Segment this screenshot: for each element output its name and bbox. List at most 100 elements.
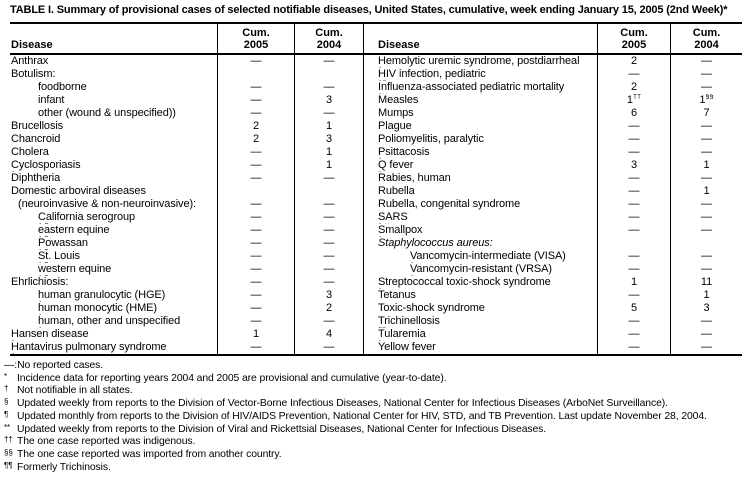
disease-label: California serogroup — [38, 211, 136, 223]
value-cell: 1 — [597, 276, 670, 289]
disease-cell: California serogroup† § — [10, 211, 217, 224]
table-row: Cyclosporiasis†—1Q fever†31 — [10, 159, 742, 172]
table-row: Powassan† §——Staphylococcus aureus: — [10, 237, 742, 250]
value-cell: 1†† — [597, 94, 670, 107]
value-cell: — — [217, 250, 294, 263]
header-disease-right: Disease — [363, 24, 597, 53]
value-cell: — — [294, 250, 363, 263]
disease-label: Domestic arboviral diseases — [11, 185, 146, 197]
header-year-2005: 2005 — [621, 38, 647, 51]
value-cell: — — [670, 263, 742, 276]
footnote-text: Updated monthly from reports to the Divi… — [17, 410, 707, 422]
disease-cell: Trichinellosis¶¶ — [363, 315, 597, 328]
table-row: Brucellosis 2 1 Plague — — — [10, 120, 742, 133]
value-cell: — — [217, 55, 294, 68]
value-cell: — — [597, 211, 670, 224]
disease-cell: Hantavirus pulmonary syndrome† — [10, 341, 217, 354]
disease-label: Chancroid — [11, 133, 61, 145]
value-cell: — — [597, 315, 670, 328]
disease-label: human granulocytic (HGE) — [38, 289, 166, 301]
disease-label: St. Louis — [38, 250, 80, 262]
value-cell — [217, 68, 294, 81]
value-cell: — — [597, 133, 670, 146]
table-row: Chancroid 2 3 Poliomyelitis, paralytic — — — [10, 133, 742, 146]
footnote-reference: † § — [38, 260, 48, 263]
footnote-text: Updated weekly from reports to the Divis… — [17, 423, 547, 435]
footnote-line: § Updated weekly from reports to the Divi… — [4, 397, 742, 411]
footnote-line: ** Updated weekly from reports to the Div… — [4, 422, 742, 437]
value-cell: — — [217, 237, 294, 250]
value-cell: 1 — [670, 159, 742, 172]
footnote-marker: —: — [4, 360, 18, 371]
value-cell: — — [294, 263, 363, 276]
value-cell: 1 — [294, 120, 363, 133]
footnote-reference: † — [38, 312, 42, 315]
disease-label: Ehrlichiosis: — [11, 276, 69, 288]
disease-cell: human monocytic (HME)† — [10, 302, 217, 315]
value-cell: — — [670, 198, 742, 211]
footnote-marker: ** — [4, 422, 11, 432]
footnote-marker: § — [4, 397, 9, 407]
value-cell: — — [597, 224, 670, 237]
disease-cell: Ehrlichiosis: — [10, 276, 217, 289]
disease-label: infant — [38, 94, 65, 106]
value-cell: — — [217, 172, 294, 185]
disease-cell: Chancroid — [10, 133, 217, 146]
disease-cell: other (wound & unspecified)) — [10, 107, 217, 120]
footnote-text: Updated weekly from reports to the Divis… — [17, 398, 668, 410]
disease-cell: Cyclosporiasis† — [10, 159, 217, 172]
disease-label: human, other and unspecified — [38, 315, 181, 327]
value-cell: — — [670, 250, 742, 263]
footnote-marker: ¶¶ — [4, 460, 13, 470]
header-cum2004-right: Cum. 2004 — [670, 24, 742, 53]
footnote-reference: † — [378, 156, 382, 159]
disease-label: Botulism: — [11, 68, 56, 80]
disease-label: Rubella — [378, 185, 415, 197]
disease-cell: foodborne — [10, 81, 217, 94]
disease-label: Streptococcal toxic-shock syndrome — [378, 276, 551, 288]
header-cum2004-left: Cum. 2004 — [294, 24, 363, 53]
disease-label: Vancomycin-resistant (VRSA) — [410, 263, 552, 275]
value-cell: 5 — [597, 302, 670, 315]
disease-label: Powassan — [38, 237, 88, 249]
disease-label: Hantavirus pulmonary syndrome — [11, 341, 167, 353]
disease-cell: Domestic arboviral diseases — [10, 185, 217, 198]
disease-label: western equine — [38, 263, 112, 275]
header-disease-left: Disease — [11, 39, 53, 51]
footnote-text: The one case reported was imported from … — [17, 448, 282, 460]
disease-cell: SARS† ** — [363, 211, 597, 224]
footnotes: —: No reported cases. * Incidence data for … — [4, 360, 742, 474]
table-row: Ehrlichiosis: — — Streptococcal toxic-shock… — [10, 276, 742, 289]
footnote-reference: †** — [378, 91, 388, 94]
disease-label: SARS — [378, 211, 408, 223]
value-cell: — — [670, 81, 742, 94]
value-cell: 2 — [597, 55, 670, 68]
disease-cell: HIV infection, pediatric†¶ — [363, 68, 597, 81]
table-row: Botulism:HIV infection, pediatric†¶—— — [10, 68, 742, 81]
footnote-reference: † — [378, 169, 382, 172]
value-cell: — — [294, 198, 363, 211]
disease-cell: Rubella, congenital syndrome — [363, 198, 597, 211]
disease-cell: infant — [10, 94, 217, 107]
value-cell: 1 — [670, 289, 742, 302]
notifiable-diseases-table: Disease Cum. 2005 Cum. 2004 Disease Cum.… — [10, 22, 742, 356]
value-cell: — — [217, 276, 294, 289]
value-cell: — — [217, 198, 294, 211]
disease-cell: Rubella — [363, 185, 597, 198]
disease-label: Mumps — [378, 107, 414, 119]
value-cell: — — [670, 341, 742, 354]
disease-label: Trichinellosis — [378, 315, 440, 327]
value-cell: — — [597, 341, 670, 354]
value-cell: 3 — [294, 133, 363, 146]
value-cell: — — [670, 224, 742, 237]
value-cell: 1§§ — [670, 94, 742, 107]
value-cell: — — [597, 68, 670, 81]
table-row: Hantavirus pulmonary syndrome†——Yellow f… — [10, 341, 742, 354]
footnote-reference: † § — [38, 234, 48, 237]
disease-cell: western equine† § — [10, 263, 217, 276]
footnote-line: §§ The one case reported was imported fro… — [4, 448, 742, 462]
disease-label: Cholera — [11, 146, 49, 158]
